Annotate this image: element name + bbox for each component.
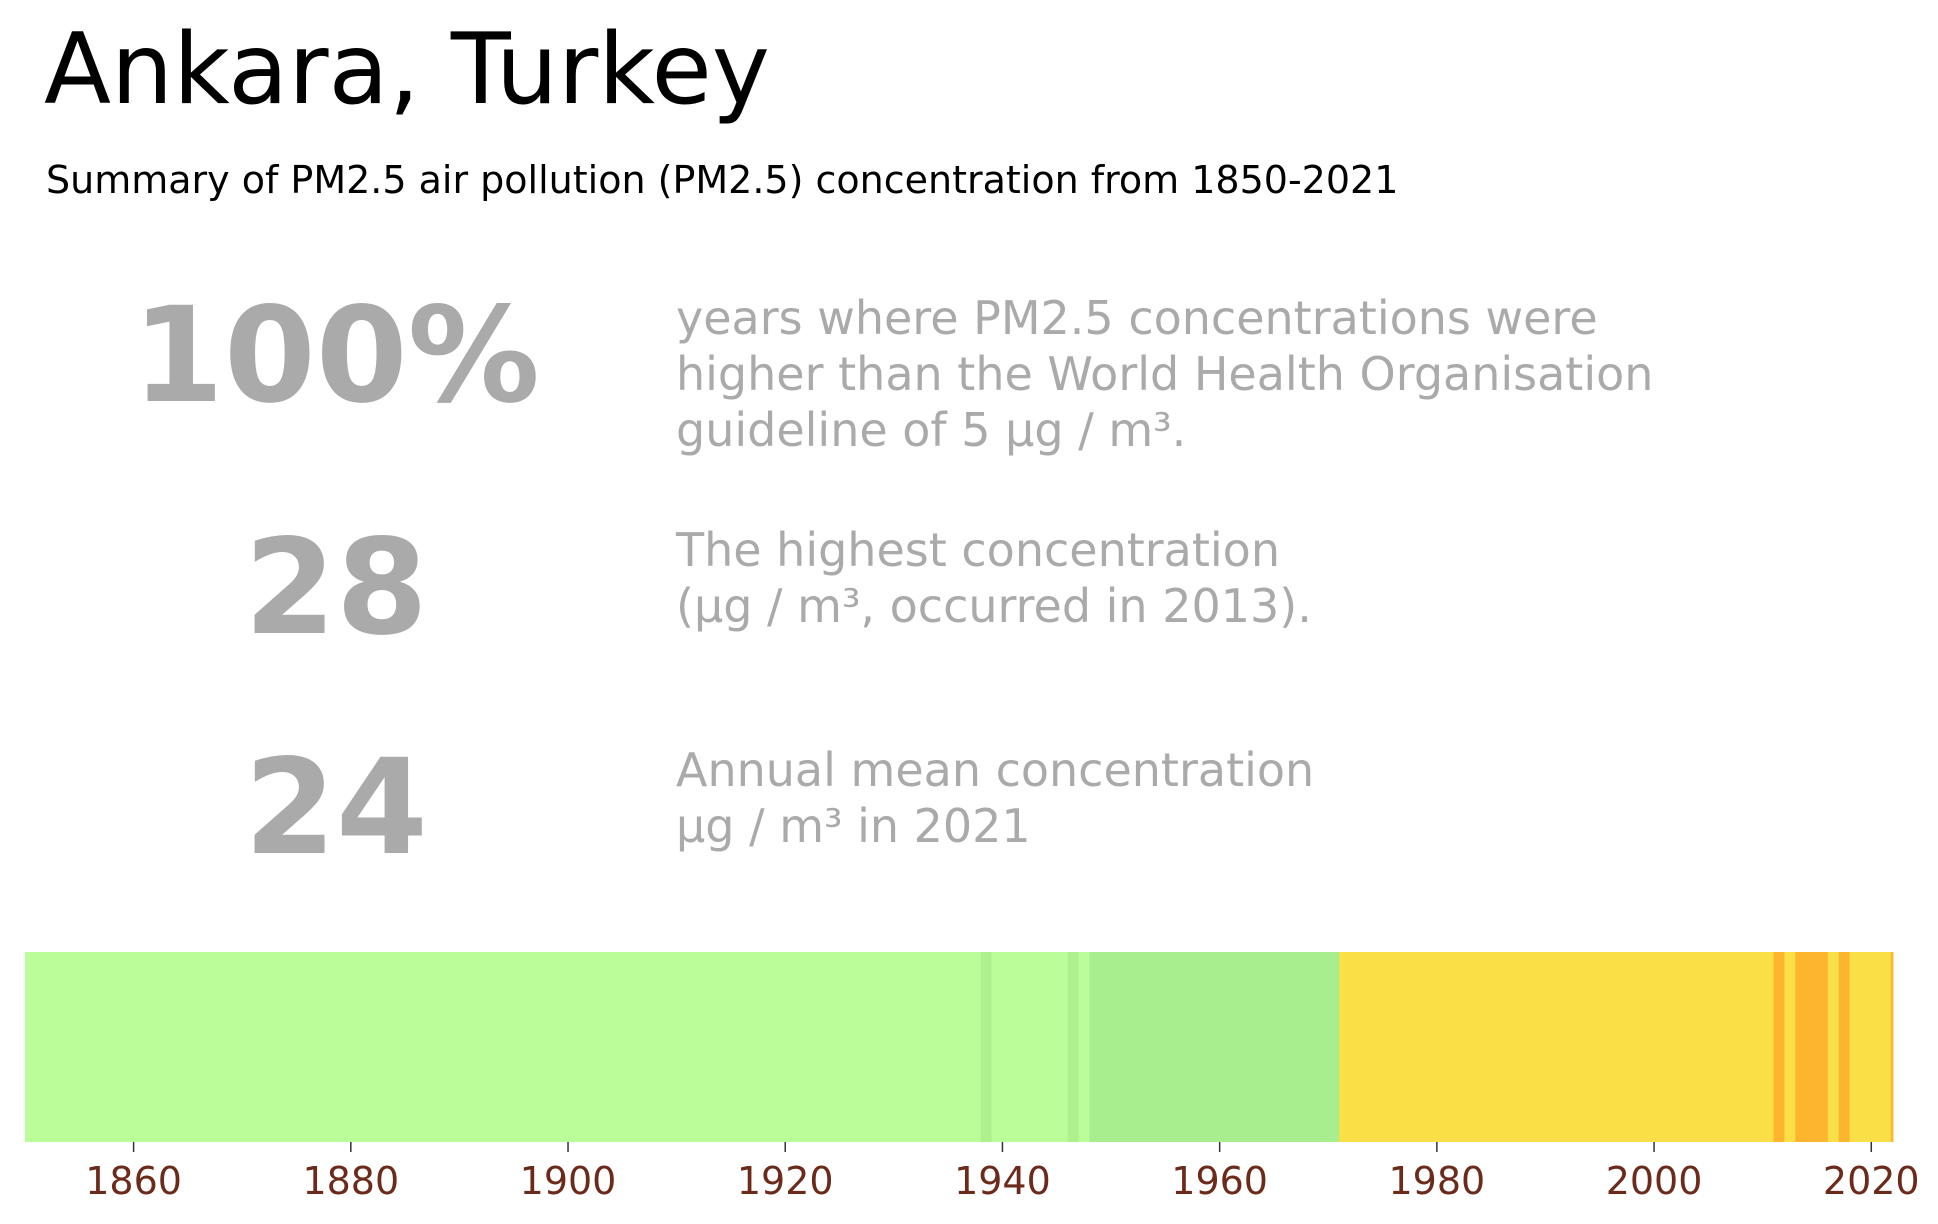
stat-mean-description: Annual mean concentration μg / m³ in 202… xyxy=(676,742,1314,854)
x-axis-ticks: 1860 1880 1900 1920 1940 1960 1980 2000 2020 xyxy=(85,1142,1920,1203)
page-title: Ankara, Turkey xyxy=(44,13,770,127)
stripe-segment xyxy=(1078,952,1090,1142)
x-tick-label: 1880 xyxy=(302,1159,399,1203)
x-tick-label: 2000 xyxy=(1606,1159,1703,1203)
stripe-segment xyxy=(1849,952,1892,1142)
stripe-segment xyxy=(1773,952,1785,1142)
stat-percent-line: guideline of 5 μg / m³. xyxy=(676,403,1187,457)
stripe-segment xyxy=(25,952,982,1142)
stripe-segment xyxy=(1795,952,1829,1142)
stat-percent-line: higher than the World Health Organisatio… xyxy=(676,347,1654,401)
stat-highest-line: (μg / m³, occurred in 2013). xyxy=(676,579,1312,633)
x-tick-label: 1940 xyxy=(954,1159,1051,1203)
stripe-segment xyxy=(1838,952,1850,1142)
x-tick-label: 1860 xyxy=(85,1159,182,1203)
stat-highest-description: The highest concentration (μg / m³, occu… xyxy=(676,522,1312,634)
stat-percent-description: years where PM2.5 concentrations were hi… xyxy=(676,290,1653,458)
stripe-segment xyxy=(1339,952,1774,1142)
stat-mean-line: Annual mean concentration xyxy=(676,743,1315,797)
stat-mean-value: 24 xyxy=(244,731,428,885)
stripe-segment xyxy=(1089,952,1340,1142)
stat-highest-line: The highest concentration xyxy=(676,523,1280,577)
x-tick-label: 1920 xyxy=(737,1159,834,1203)
stripe-segment xyxy=(1067,952,1079,1142)
stripe-bars xyxy=(25,952,1894,1142)
stripe-segment xyxy=(980,952,992,1142)
stripe-segment xyxy=(1890,952,1894,1142)
page-subtitle: Summary of PM2.5 air pollution (PM2.5) c… xyxy=(46,158,1399,202)
x-tick-label: 2020 xyxy=(1823,1159,1920,1203)
x-tick-label: 1980 xyxy=(1389,1159,1486,1203)
stripe-segment xyxy=(991,952,1069,1142)
stripe-segment xyxy=(1827,952,1840,1142)
stat-highest-value: 28 xyxy=(244,511,428,665)
stat-percent-value: 100% xyxy=(132,279,540,433)
stat-mean-line: μg / m³ in 2021 xyxy=(676,799,1031,853)
stat-percent-line: years where PM2.5 concentrations were xyxy=(676,291,1598,345)
x-tick-label: 1900 xyxy=(520,1159,617,1203)
x-tick-label: 1960 xyxy=(1171,1159,1268,1203)
stripe-segment xyxy=(1784,952,1796,1142)
